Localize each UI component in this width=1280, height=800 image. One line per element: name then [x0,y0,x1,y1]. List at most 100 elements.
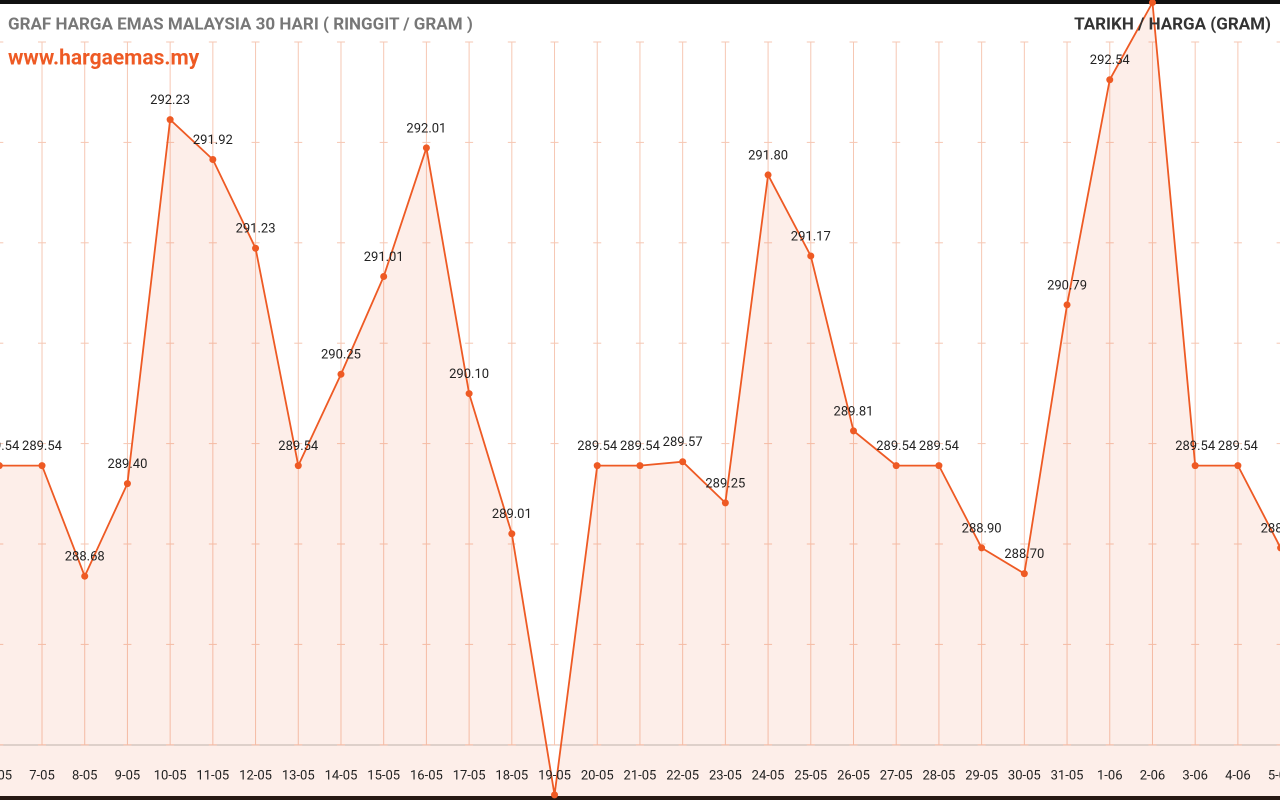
x-tick-label: 13-05 [282,768,315,783]
point [1191,462,1199,470]
data-label: 291.17 [791,229,831,244]
x-tick-label: 8-05 [72,768,98,783]
point [166,116,174,124]
x-tick-label: 14-05 [325,768,358,783]
x-tick-label: 7-05 [29,768,55,783]
point [465,390,473,398]
x-tick-label: 12-05 [239,768,272,783]
x-tick-label: 24-05 [752,768,785,783]
point [551,791,559,799]
point [1148,0,1156,7]
data-label: 291.23 [236,222,276,237]
data-label: 289.57 [663,435,703,450]
point [294,462,302,470]
data-label: 288.68 [65,550,105,565]
data-label: 291.80 [748,148,788,163]
grid [0,41,1280,746]
point [380,273,388,281]
data-label: 289.54 [1218,439,1259,454]
x-tick-label: 5-06 [1268,768,1280,783]
x-tick-label: 9-05 [115,768,141,783]
legend-title: TARIKH / HARGA (GRAM) [1074,14,1271,34]
data-label: 289.54 [876,439,917,454]
data-label: 289.40 [107,457,147,472]
labels: 6-05 7-05 8-05 9-05 10-05 11-05 12-05 13-05 14-0… [0,53,1280,783]
point [721,499,729,507]
data-label: 289.54 [278,439,319,454]
data-label: 290.10 [449,367,489,382]
data-label: 288.90 [1261,521,1280,536]
point [81,572,89,580]
data-label: 292.54 [1090,53,1131,68]
data-label: 289.81 [834,404,874,419]
point [764,171,772,179]
data-label: 289.54 [1175,439,1216,454]
x-tick-label: 4-06 [1225,768,1251,783]
x-tick-label: 3-06 [1182,768,1208,783]
point [679,458,687,466]
data-label: 288.70 [1004,547,1044,562]
x-tick-label: 10-05 [154,768,187,783]
x-tick-label: 18-05 [495,768,528,783]
x-tick-label: 27-05 [880,768,913,783]
point [892,462,900,470]
x-tick-label: 29-05 [965,768,998,783]
x-tick-label: 6-05 [0,768,12,783]
point [1106,76,1114,84]
x-tick-label: 16-05 [410,768,443,783]
data-label: 288.90 [962,521,1002,536]
point [593,462,601,470]
point [935,462,943,470]
point [850,427,857,435]
x-tick-label: 19-05 [538,768,571,783]
point [252,244,260,252]
x-tick-label: 15-05 [367,768,400,783]
data-label: 289.25 [705,476,745,491]
x-tick-label: 21-05 [624,768,657,783]
x-tick-label: 11-05 [196,768,229,783]
data-label: 289.54 [0,439,20,454]
top-border [0,0,1280,4]
chart-subtitle: www.hargaemas.my [8,47,200,71]
bottom-border [0,796,1280,800]
point [1020,570,1028,578]
x-tick-label: 30-05 [1008,768,1041,783]
point [123,480,131,488]
point [0,462,3,470]
x-tick-label: 17-05 [453,768,486,783]
chart-title: GRAF HARGA EMAS MALAYSIA 30 HARI ( RINGG… [8,14,473,34]
point [1277,544,1280,552]
x-tick-label: 23-05 [709,768,742,783]
point [422,144,430,152]
x-tick-label: 20-05 [581,768,614,783]
point [1234,462,1242,470]
data-label: 289.01 [492,507,532,522]
data-label: 291.92 [193,133,233,148]
point [209,155,217,163]
data-label: 292.01 [406,121,446,136]
x-tick-label: 2-06 [1140,768,1166,783]
point [508,530,516,538]
x-tick-label: 25-05 [794,768,827,783]
point [636,462,644,470]
data-label: 291.01 [364,250,404,265]
data-label: 290.25 [321,348,361,363]
point [978,544,986,552]
data-label: 289.54 [919,439,960,454]
data-label: 290.79 [1047,278,1087,293]
x-tick-label: 26-05 [837,768,870,783]
x-tick-label: 1-06 [1097,768,1123,783]
x-tick-label: 31-05 [1051,768,1084,783]
data-label: 289.54 [22,439,63,454]
data-label: 292.23 [150,93,190,108]
point [807,252,815,260]
data-label: 289.54 [620,439,661,454]
data-label: 289.54 [577,439,618,454]
x-tick-label: 22-05 [666,768,699,783]
point [1063,301,1071,309]
x-tick-label: 28-05 [923,768,956,783]
